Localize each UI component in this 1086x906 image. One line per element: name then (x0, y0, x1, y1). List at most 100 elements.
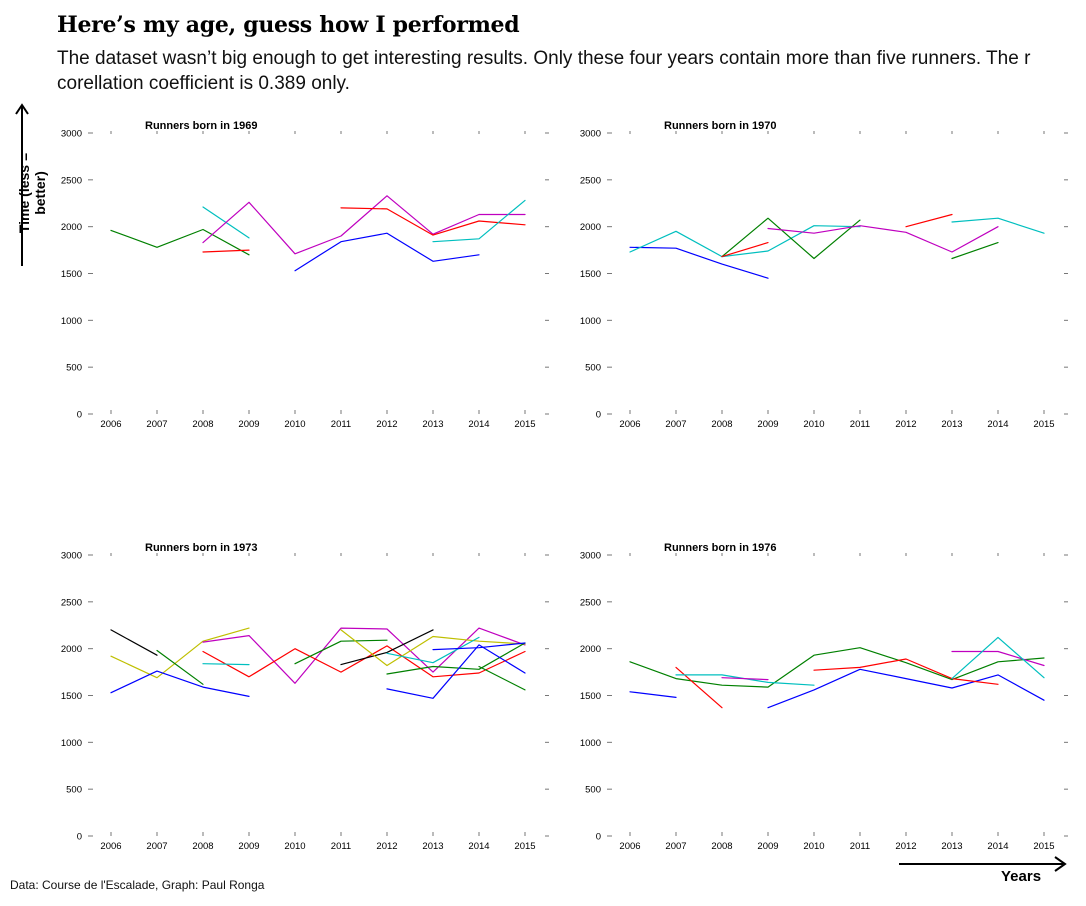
y-tick-label: 500 (585, 785, 601, 796)
series-line (951, 636, 1045, 680)
y-tick-label: 3000 (580, 551, 601, 562)
y-tick-label: 3000 (580, 129, 601, 140)
panel-title: Runners born in 1973 (145, 542, 257, 554)
series-line (721, 242, 769, 258)
x-tick-label: 2012 (376, 841, 397, 852)
x-tick-label: 2012 (895, 841, 916, 852)
x-tick-label: 2013 (941, 841, 962, 852)
series-line (629, 225, 861, 258)
y-tick-label: 0 (596, 832, 601, 843)
y-tick-label: 2000 (580, 222, 601, 233)
series-line (951, 650, 1045, 667)
y-tick-label: 500 (585, 363, 601, 374)
panel-title: Runners born in 1970 (664, 120, 776, 132)
y-tick-label: 2500 (580, 175, 601, 186)
x-tick-label: 2015 (514, 841, 535, 852)
x-tick-label: 2006 (619, 841, 640, 852)
x-tick-label: 2009 (238, 419, 259, 430)
series-line (202, 195, 526, 255)
series-line (156, 649, 204, 685)
y-tick-label: 1000 (580, 316, 601, 327)
series-line (629, 246, 769, 279)
y-tick-label: 1000 (61, 316, 82, 327)
x-tick-label: 2009 (757, 419, 778, 430)
series-line (202, 663, 250, 666)
series-line (629, 647, 1045, 688)
y-tick-label: 500 (66, 363, 82, 374)
x-tick-label: 2015 (1033, 841, 1054, 852)
y-tick-label: 3000 (61, 129, 82, 140)
series-line (294, 232, 480, 272)
series-line (202, 249, 250, 253)
series-line (905, 213, 953, 228)
y-tick-label: 2500 (61, 175, 82, 186)
x-tick-label: 2008 (192, 419, 213, 430)
x-tick-label: 2013 (941, 419, 962, 430)
series-line (340, 629, 434, 666)
series-line (767, 225, 999, 253)
x-tick-label: 2007 (146, 419, 167, 430)
y-tick-label: 0 (77, 832, 82, 843)
x-tick-label: 2007 (665, 841, 686, 852)
series-line (432, 199, 526, 243)
x-axis-arrow (899, 856, 1067, 872)
series-line (721, 217, 861, 260)
series-line (340, 629, 526, 667)
chart-panel-1976: Runners born in 1976 0 500 1000 1500 2000 2500… (580, 542, 1068, 852)
series-line (294, 639, 388, 665)
y-tick-label: 2000 (580, 644, 601, 655)
series-line (202, 627, 526, 684)
series-line (675, 666, 723, 709)
y-tick-label: 500 (66, 785, 82, 796)
y-tick-label: 0 (596, 410, 601, 421)
x-tick-label: 2015 (514, 419, 535, 430)
x-tick-label: 2010 (284, 419, 305, 430)
series-line (386, 636, 480, 664)
x-tick-label: 2013 (422, 419, 443, 430)
x-tick-label: 2011 (850, 841, 870, 852)
y-tick-label: 1500 (580, 269, 601, 280)
x-tick-label: 2014 (468, 841, 489, 852)
series-line (386, 642, 526, 675)
x-tick-label: 2006 (619, 419, 640, 430)
y-tick-label: 2000 (61, 644, 82, 655)
page-title: Here’s my age, guess how I performed (57, 12, 520, 38)
y-tick-label: 1500 (61, 269, 82, 280)
x-tick-label: 2007 (146, 841, 167, 852)
y-tick-label: 0 (77, 410, 82, 421)
x-tick-label: 2014 (987, 841, 1008, 852)
series-line (110, 627, 250, 679)
y-tick-label: 1500 (580, 691, 601, 702)
y-tick-label: 1000 (61, 738, 82, 749)
series-line (386, 644, 526, 699)
series-line (767, 668, 1045, 709)
page-subtitle: The dataset wasn’t big enough to get int… (57, 48, 1031, 94)
panel-title: Runners born in 1969 (145, 120, 257, 132)
series-line (478, 665, 526, 691)
series-line (951, 217, 1045, 234)
x-tick-label: 2006 (100, 419, 121, 430)
x-tick-label: 2008 (711, 841, 732, 852)
y-tick-label: 1000 (580, 738, 601, 749)
y-tick-label: 3000 (61, 551, 82, 562)
series-line (675, 674, 815, 686)
x-tick-label: 2008 (192, 841, 213, 852)
series-line (110, 629, 158, 656)
series-line (110, 670, 250, 697)
x-tick-label: 2014 (468, 419, 489, 430)
x-tick-label: 2011 (331, 419, 351, 430)
x-tick-label: 2011 (331, 841, 351, 852)
series-line (202, 645, 526, 678)
x-tick-label: 2013 (422, 841, 443, 852)
series-line (813, 658, 999, 685)
x-tick-label: 2012 (376, 419, 397, 430)
source-note: Data: Course de l'Escalade, Graph: Paul … (10, 878, 265, 892)
y-tick-label: 2500 (61, 597, 82, 608)
x-tick-label: 2009 (757, 841, 778, 852)
x-tick-label: 2014 (987, 419, 1008, 430)
x-tick-label: 2010 (803, 419, 824, 430)
series-line (432, 642, 526, 651)
panel-title: Runners born in 1976 (664, 542, 776, 554)
series-line (340, 207, 526, 236)
x-tick-label: 2010 (284, 841, 305, 852)
